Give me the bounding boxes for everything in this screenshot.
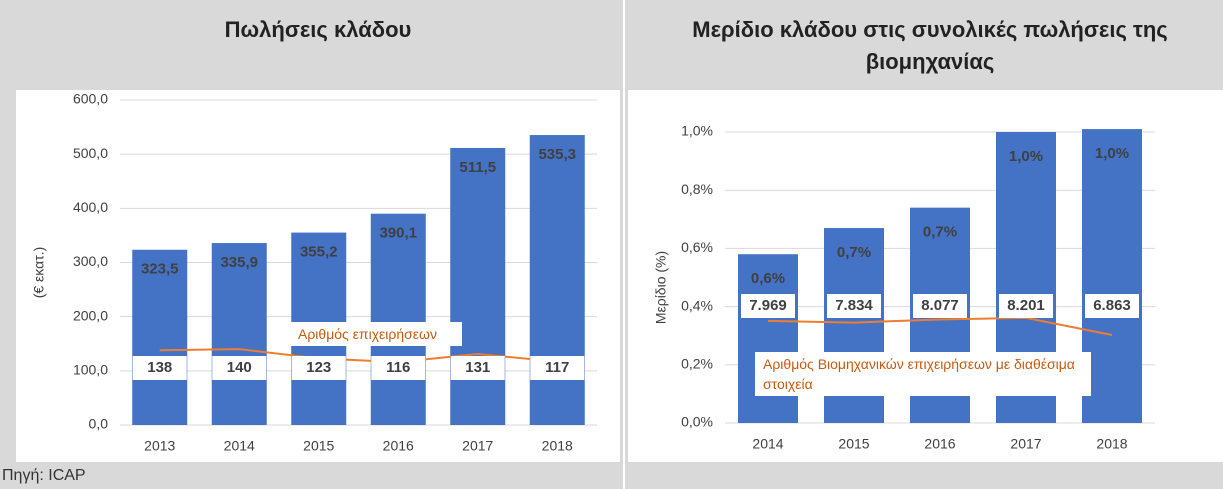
y-tick-label: 200,0 [73, 307, 108, 323]
data-label-box [827, 294, 881, 318]
data-label: 8.201 [1007, 297, 1045, 314]
data-label: 335,9 [220, 254, 258, 271]
y-tick-label: 0,0% [681, 414, 713, 430]
data-label-box [741, 294, 795, 318]
data-label: 8.077 [921, 297, 959, 314]
data-label: 323,5 [141, 261, 179, 278]
x-tick-label: 2013 [144, 438, 175, 454]
x-tick-label: 2016 [383, 438, 414, 454]
data-label: 131 [465, 359, 490, 376]
y-tick-label: 500,0 [73, 145, 108, 161]
y-tick-label: 100,0 [73, 362, 108, 378]
data-label: 390,1 [379, 225, 417, 242]
y-tick-label: 0,2% [681, 356, 713, 372]
data-label-box [371, 356, 426, 380]
data-label: 123 [306, 359, 331, 376]
data-label-box [1085, 294, 1139, 318]
data-label: 7.834 [835, 297, 873, 314]
y-tick-label: 300,0 [73, 253, 108, 269]
bar [211, 243, 267, 425]
y-tick-label: 600,0 [73, 91, 108, 107]
y-tick-label: 1,0% [681, 123, 713, 139]
legend-annotation: Αριθμός Βιομηχανικών επιχειρήσεων με δια… [755, 352, 1091, 396]
bar [370, 213, 426, 425]
data-label-box [291, 356, 346, 380]
x-tick-label: 2015 [838, 436, 869, 452]
y-tick-label: 0,4% [681, 297, 713, 313]
data-label-box [450, 356, 505, 380]
line [767, 316, 1113, 337]
data-label: 0,6% [751, 270, 785, 287]
data-label: 355,2 [300, 244, 338, 261]
x-tick-label: 2017 [462, 438, 493, 454]
data-label-box [999, 294, 1053, 318]
data-label: 1,0% [1095, 145, 1129, 162]
data-label: 1,0% [1009, 148, 1043, 165]
source: Πηγή: ICAP [2, 467, 86, 484]
chart-title: Πωλήσεις κλάδου [224, 17, 412, 42]
y-tick-label: 0,6% [681, 239, 713, 255]
data-label: 116 [386, 359, 410, 376]
x-tick-label: 2016 [924, 436, 955, 452]
data-label-box [530, 356, 585, 380]
y-axis-label: (€ εκατ.) [31, 247, 47, 299]
data-label-box [132, 356, 187, 380]
data-label: 535,3 [538, 146, 576, 163]
line [159, 348, 558, 364]
y-tick-label: 0,8% [681, 181, 713, 197]
data-label: 0,7% [837, 244, 871, 261]
x-tick-label: 2018 [1096, 436, 1127, 452]
data-label: 138 [147, 359, 172, 376]
data-label: 0,7% [923, 224, 957, 241]
x-tick-label: 2014 [224, 438, 255, 454]
data-label-box [913, 294, 967, 318]
bar [450, 147, 506, 425]
x-tick-label: 2014 [752, 436, 783, 452]
y-tick-label: 0,0 [89, 416, 109, 432]
data-label: 7.969 [749, 297, 787, 314]
data-label: 511,5 [459, 159, 496, 176]
x-tick-label: 2018 [542, 438, 573, 454]
data-label: 6.863 [1093, 297, 1131, 314]
y-tick-label: 400,0 [73, 199, 108, 215]
data-label: 117 [545, 359, 569, 376]
bar [1082, 129, 1142, 423]
x-tick-label: 2017 [1010, 436, 1041, 452]
bar [529, 135, 585, 425]
data-label: 140 [227, 359, 252, 376]
data-label-box [212, 356, 267, 380]
x-tick-label: 2015 [303, 438, 334, 454]
chart-title: Μερίδιο κλάδου στις συνολικές πωλήσεις τ… [692, 17, 1168, 74]
legend-annotation: Αριθμός επιχειρήσεων [290, 322, 462, 346]
bar [132, 249, 188, 425]
y-axis-label: Μερίδιο (%) [653, 251, 669, 324]
